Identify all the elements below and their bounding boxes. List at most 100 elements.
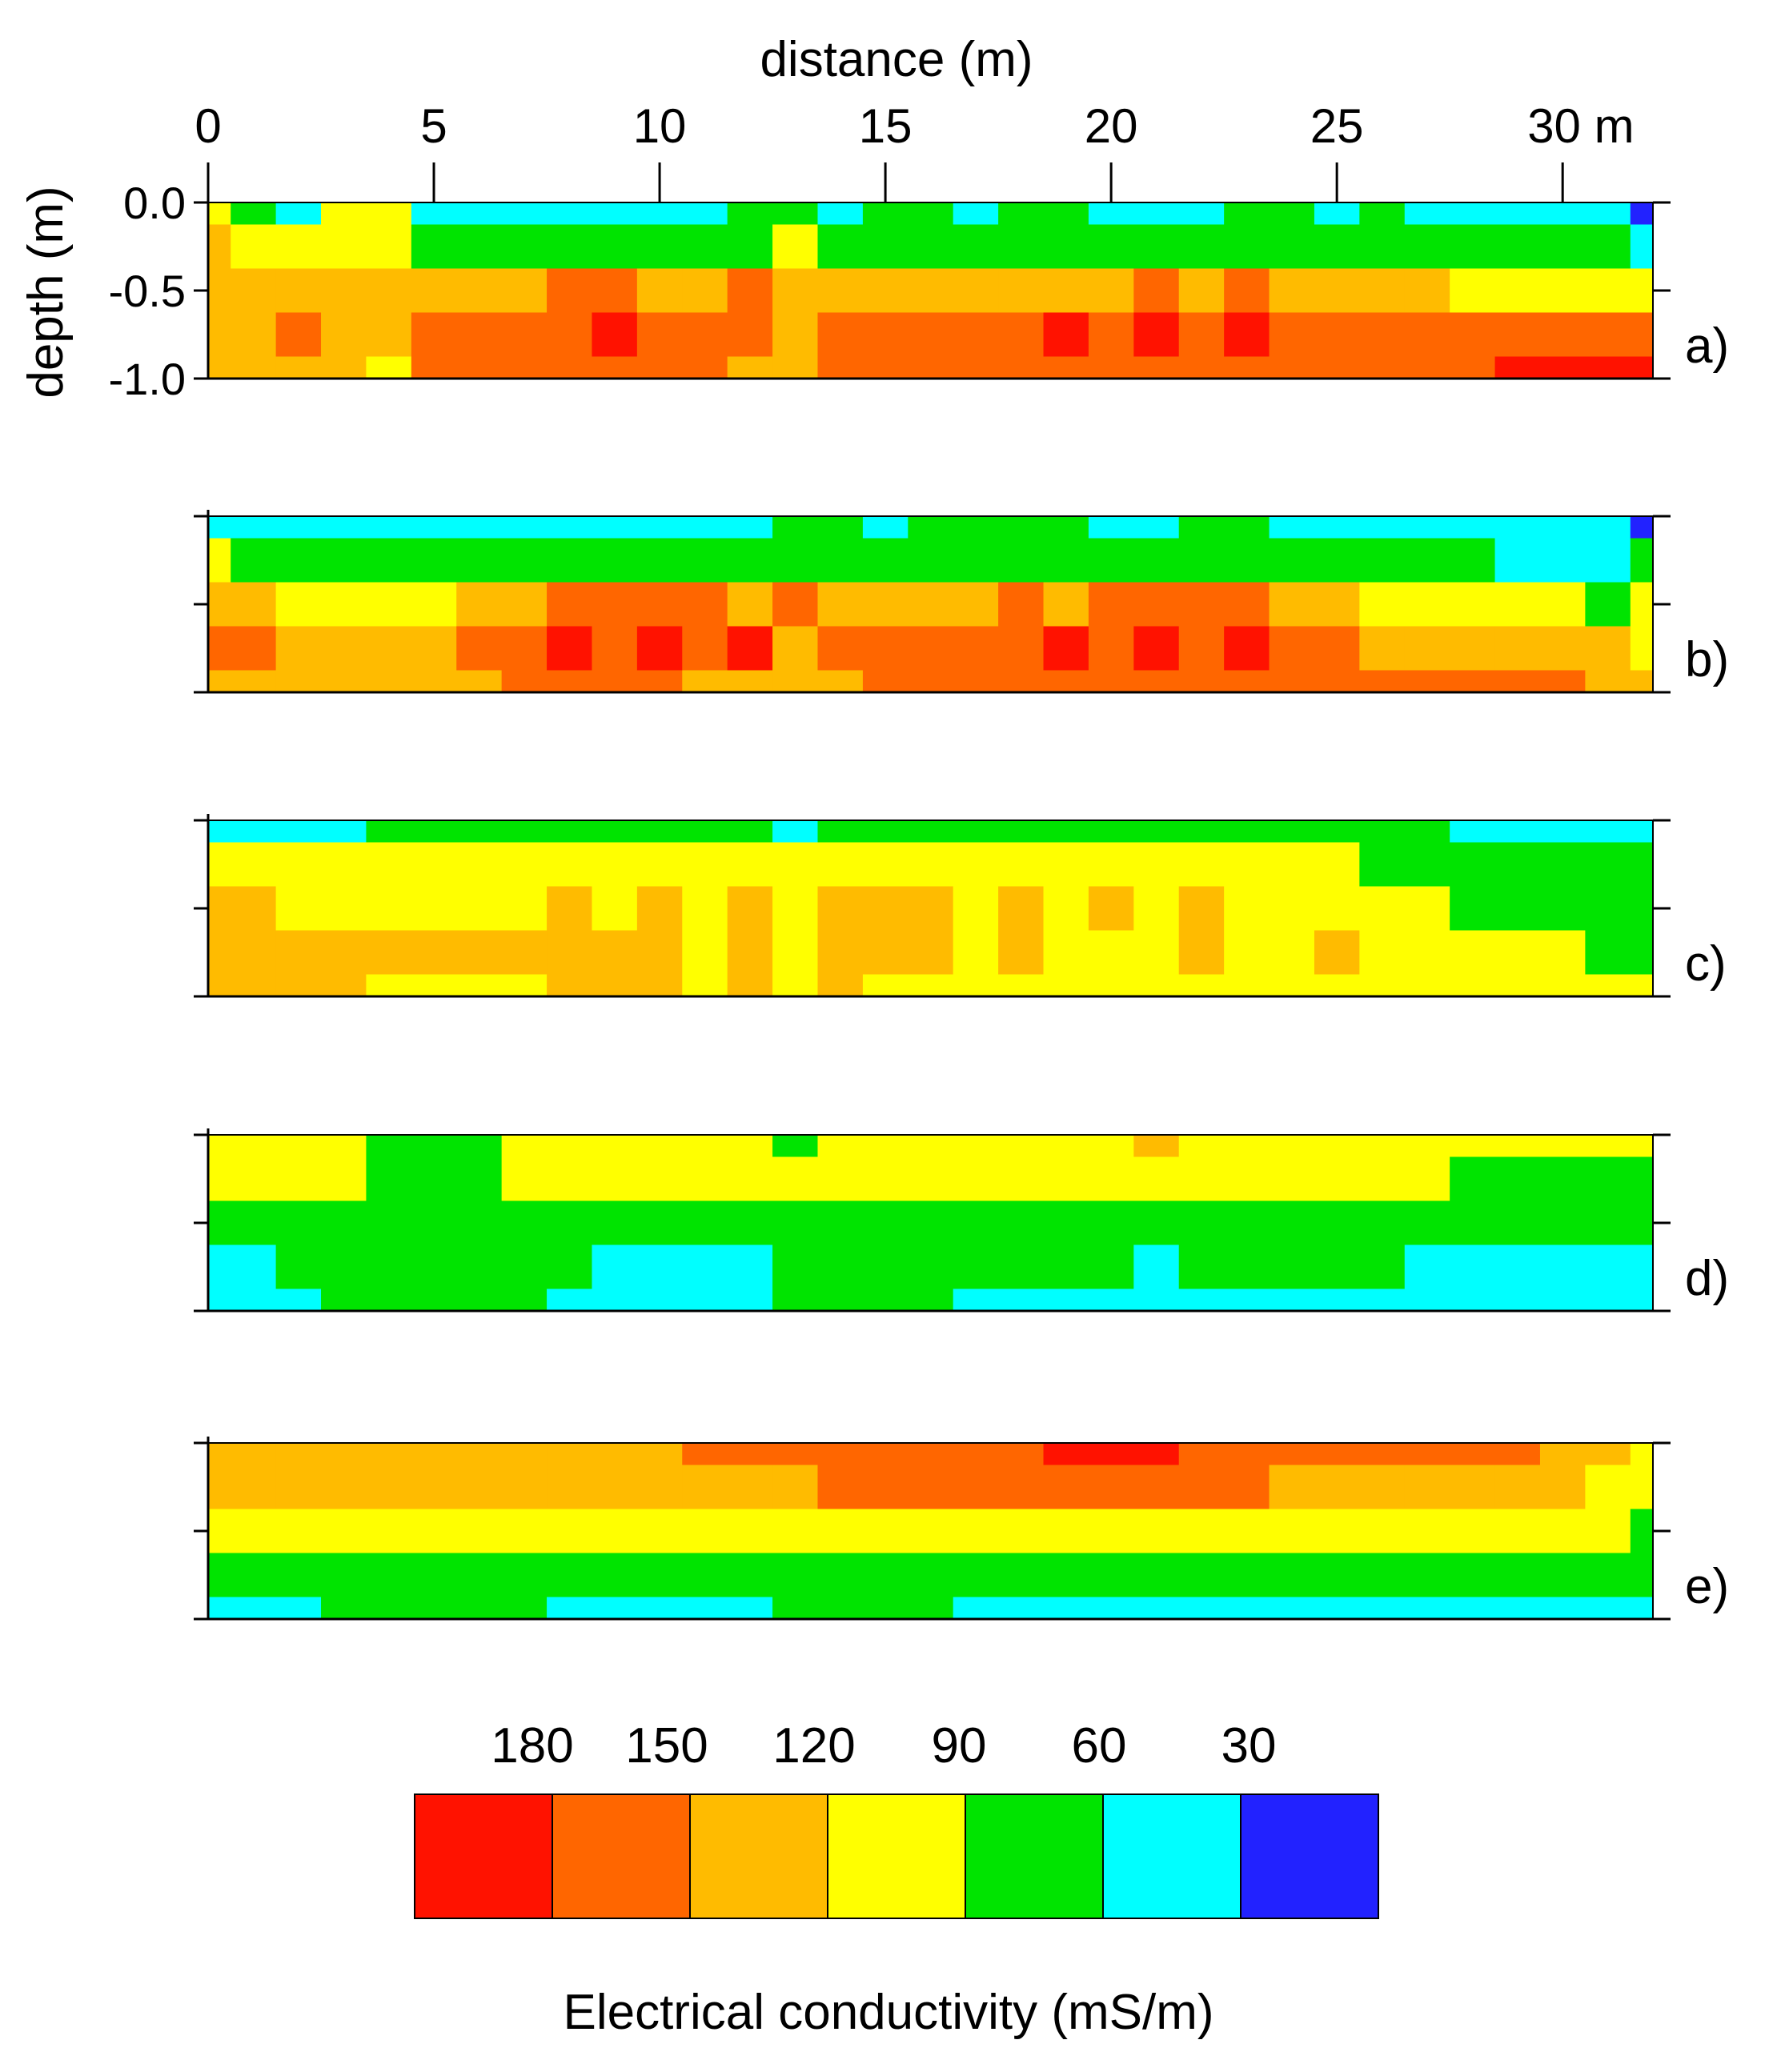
heatmap-cell: [411, 268, 457, 314]
heatmap-cell: [366, 974, 412, 997]
heatmap-cell: [817, 930, 864, 976]
heatmap-cell: [1133, 1509, 1180, 1554]
heatmap-cell: [772, 1200, 819, 1246]
heatmap-cell: [411, 886, 457, 932]
heatmap-cell: [275, 224, 322, 270]
heatmap-cell: [1178, 224, 1225, 270]
heatmap-cell: [998, 974, 1045, 997]
heatmap-cell: [1133, 224, 1180, 270]
heatmap-cell: [727, 1288, 773, 1312]
heatmap-cell: [231, 626, 277, 671]
heatmap-cell: [275, 1509, 322, 1554]
heatmap-cell: [208, 1443, 231, 1466]
heatmap-cell: [998, 1135, 1045, 1158]
heatmap-cell: [1404, 312, 1450, 358]
panel-1: b): [194, 510, 1729, 694]
heatmap-cell: [908, 670, 954, 693]
heatmap-cell: [1043, 356, 1089, 379]
heatmap-cell: [1088, 1509, 1134, 1554]
heatmap-cell: [1269, 202, 1315, 226]
heatmap-cell: [501, 268, 548, 314]
heatmap-cell: [772, 670, 819, 693]
heatmap-cell: [501, 1200, 548, 1246]
heatmap-cell: [1043, 1135, 1089, 1158]
heatmap-cell: [862, 1156, 909, 1202]
heatmap-cell: [1450, 842, 1496, 888]
heatmap-cell: [456, 626, 503, 671]
heatmap-cell: [1178, 202, 1225, 226]
heatmap-cell: [547, 1443, 593, 1466]
heatmap-cell: [1539, 1465, 1586, 1510]
heatmap-cell: [1043, 1244, 1089, 1290]
heatmap-cell: [1269, 1135, 1315, 1158]
heatmap-cell: [636, 1135, 683, 1158]
heatmap-cell: [1494, 1135, 1541, 1158]
heatmap-cell: [501, 1443, 548, 1466]
heatmap-cell: [547, 974, 593, 997]
heatmap-cell: [547, 1553, 593, 1598]
heatmap-cell: [1404, 1553, 1450, 1598]
heatmap-cell: [321, 224, 367, 270]
heatmap-cell: [682, 356, 728, 379]
heatmap-cell: [208, 516, 231, 539]
heatmap-cell: [275, 1553, 322, 1598]
heatmap-cell: [862, 538, 909, 583]
heatmap-cell: [1494, 538, 1541, 583]
heatmap-cell: [998, 538, 1045, 583]
panel-4: e): [194, 1437, 1729, 1621]
heatmap-cell: [231, 538, 277, 583]
heatmap-cell: [366, 1244, 412, 1290]
heatmap-cell: [275, 670, 322, 693]
heatmap-cell: [592, 224, 638, 270]
heatmap-cell: [727, 1135, 773, 1158]
heatmap-cell: [1494, 1200, 1541, 1246]
heatmap-cell: [1224, 312, 1270, 358]
heatmap-cell: [727, 820, 773, 844]
heatmap-cell: [1043, 538, 1089, 583]
heatmap-cell: [1314, 842, 1360, 888]
heatmap-cell: [1043, 886, 1089, 932]
heatmap-cell: [208, 356, 231, 379]
y-tick-label: -0.5: [109, 266, 187, 316]
heatmap-cell: [1178, 820, 1225, 844]
heatmap-cell: [998, 1465, 1045, 1510]
heatmap-cell: [953, 312, 999, 358]
heatmap-cell: [1585, 1244, 1631, 1290]
heatmap-cell: [1314, 268, 1360, 314]
heatmap-cell: [908, 538, 954, 583]
heatmap-cell: [547, 1288, 593, 1312]
heatmap-cell: [1314, 1156, 1360, 1202]
heatmap-cell: [636, 820, 683, 844]
heatmap-cell: [772, 1288, 819, 1312]
heatmap-cell: [411, 312, 457, 358]
heatmap-cell: [682, 538, 728, 583]
heatmap-cell: [953, 582, 999, 627]
heatmap-cell: [1314, 886, 1360, 932]
heatmap-cell: [908, 820, 954, 844]
heatmap-cell: [908, 202, 954, 226]
heatmap-cell: [1450, 1244, 1496, 1290]
panel-label: d): [1685, 1251, 1729, 1306]
heatmap-cell: [366, 1156, 412, 1202]
x-tick-label: 20: [1085, 99, 1138, 153]
heatmap-cell: [1133, 538, 1180, 583]
heatmap-cell: [772, 974, 819, 997]
heatmap-cell: [456, 820, 503, 844]
heatmap-cell: [1043, 516, 1089, 539]
heatmap-cell: [208, 224, 231, 270]
heatmap-cell: [1314, 202, 1360, 226]
heatmap-cell: [1404, 1465, 1450, 1510]
heatmap-cell: [231, 1135, 277, 1158]
heatmap-cell: [456, 1288, 503, 1312]
heatmap-cell: [411, 626, 457, 671]
heatmap-cell: [1585, 268, 1631, 314]
panel-0: 0.0 -0.5 -1.0 a): [109, 178, 1730, 404]
heatmap-cell: [727, 1465, 773, 1510]
heatmap-cell: [456, 1443, 503, 1466]
heatmap-cell: [1630, 312, 1654, 358]
heatmap-cell: [1539, 626, 1586, 671]
heatmap-cell: [275, 930, 322, 976]
heatmap-cell: [1359, 312, 1406, 358]
heatmap-cell: [772, 1443, 819, 1466]
heatmap-cell: [682, 516, 728, 539]
